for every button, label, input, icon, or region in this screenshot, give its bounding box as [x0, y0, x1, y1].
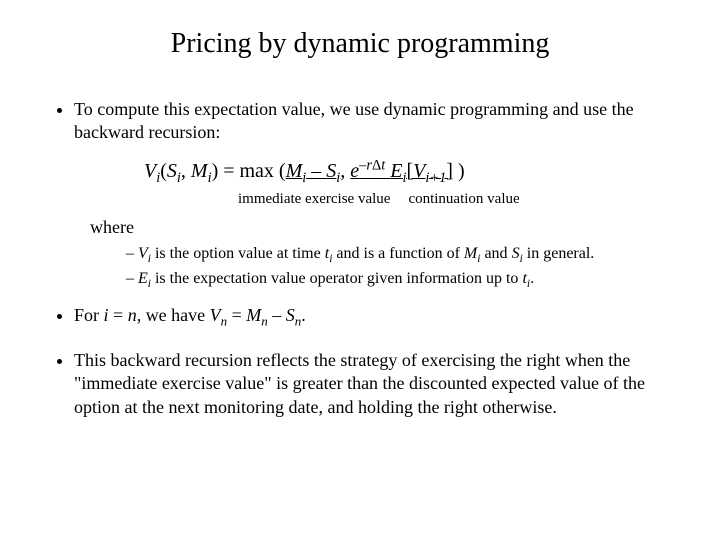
var-E: E	[390, 160, 402, 182]
sb1-M: M	[464, 245, 477, 262]
sb2-mid: is the expectation value operator given …	[151, 270, 522, 287]
bullet-3: This backward recursion reflects the str…	[74, 349, 670, 419]
var-V2: V	[413, 160, 425, 182]
bullet-2: For i = n, we have Vn = Mn – Sn.	[74, 304, 670, 330]
sb1-V: V	[138, 245, 148, 262]
sub-bullet-2: Ei is the expectation value operator giv…	[126, 268, 670, 293]
b2-mid: , we have	[137, 305, 210, 325]
var-M2: M	[286, 160, 303, 182]
formula: Vi(Si, Mi) = max (Mi – Si, e–rΔt Ei[Vi+1…	[144, 160, 465, 182]
sb2-end: .	[530, 270, 534, 287]
exp-delta: Δ	[372, 158, 381, 174]
annot-left: immediate exercise value	[238, 191, 390, 207]
where-label: where	[90, 216, 670, 239]
var-e: e	[350, 160, 359, 182]
sb1-mid2: and is a function of	[332, 245, 464, 262]
rparen: )	[453, 160, 465, 182]
eq-max: ) = max (	[212, 160, 286, 182]
formula-annotation: immediate exercise value continuation val…	[238, 190, 670, 210]
sb2-E: E	[138, 270, 148, 287]
lparen: (	[160, 160, 167, 182]
var-M: M	[191, 160, 208, 182]
sb1-and: and	[480, 245, 511, 262]
b2-S: S	[286, 305, 295, 325]
comma1: ,	[181, 160, 191, 182]
var-S2: S	[326, 160, 336, 182]
sb1-S: S	[512, 245, 520, 262]
b2-V: V	[210, 305, 221, 325]
exp: –rΔt	[359, 158, 385, 174]
bullet-1-text: To compute this expectation value, we us…	[74, 99, 634, 142]
formula-block: Vi(Si, Mi) = max (Mi – Si, e–rΔt Ei[Vi+1…	[144, 157, 670, 210]
b2-pre: For	[74, 305, 104, 325]
page-title: Pricing by dynamic programming	[50, 28, 670, 60]
bullet-3-text: This backward recursion reflects the str…	[74, 350, 645, 417]
b2-M: M	[246, 305, 261, 325]
bullet-list: To compute this expectation value, we us…	[50, 98, 670, 419]
sub-bullet-1: Vi is the option value at time ti and is…	[126, 243, 670, 268]
sb1-mid1: is the option value at time	[151, 245, 325, 262]
br-close: ]	[446, 160, 453, 182]
b2-end: .	[301, 305, 306, 325]
sub-bullet-list: Vi is the option value at time ti and is…	[74, 243, 670, 292]
annot-right: continuation value	[408, 191, 519, 207]
sb1-end: in general.	[523, 245, 595, 262]
sub-ip1: i+1	[425, 170, 446, 186]
minus: –	[306, 160, 326, 182]
bullet-1: To compute this expectation value, we us…	[74, 98, 670, 292]
b2-minus: –	[268, 305, 286, 325]
b2-n: n	[128, 305, 137, 325]
var-V: V	[144, 160, 156, 182]
b2-eq2: =	[227, 305, 246, 325]
comma2: ,	[340, 160, 350, 182]
b2-eq: =	[109, 305, 128, 325]
continuation-term: e–rΔt Ei[Vi+1]	[350, 160, 453, 182]
immediate-exercise-term: Mi – Si	[286, 160, 341, 182]
slide: Pricing by dynamic programming To comput…	[0, 0, 720, 540]
var-S: S	[167, 160, 177, 182]
